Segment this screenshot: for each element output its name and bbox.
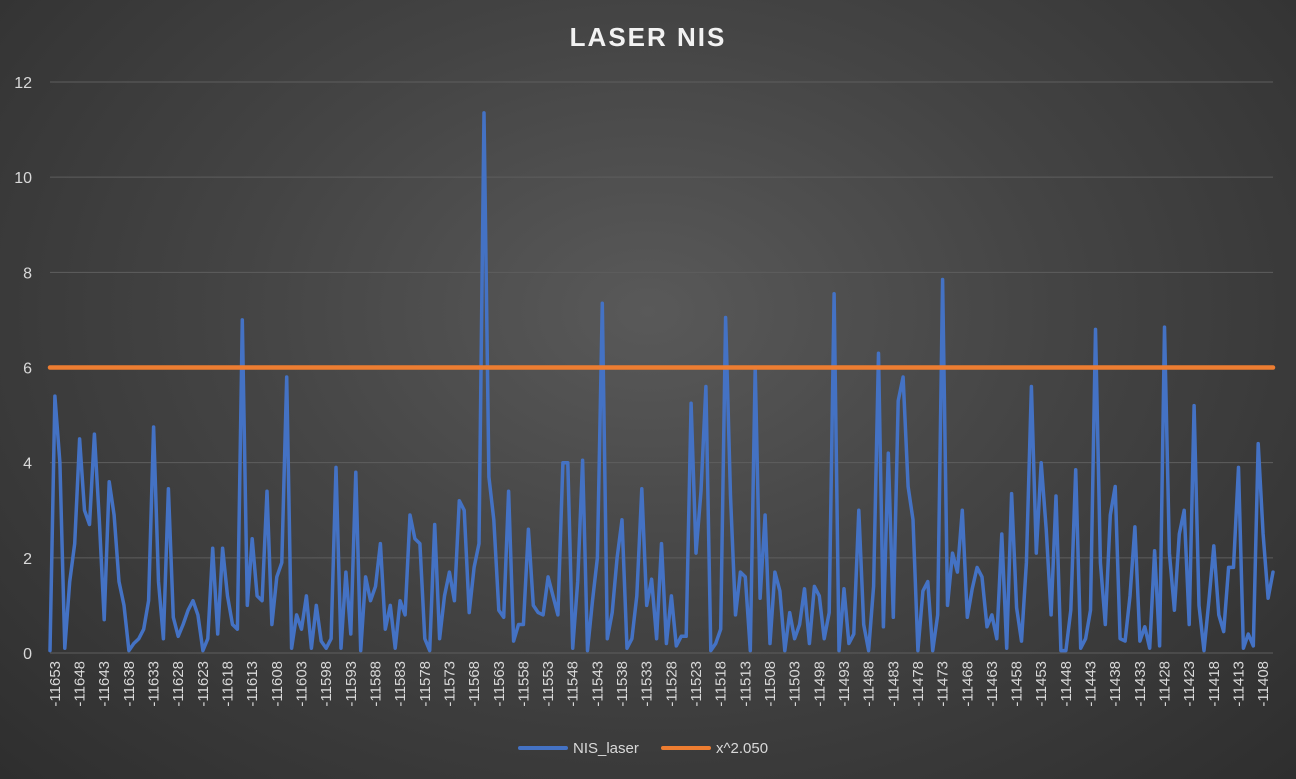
x-tick-label: -11513 xyxy=(737,661,754,707)
x-tick-label: -11578 xyxy=(417,661,434,707)
x-tick-label: -11423 xyxy=(1181,661,1198,707)
x-tick-label: -11473 xyxy=(935,661,952,707)
x-tick-label: -11648 xyxy=(72,661,89,707)
y-tick-label: 12 xyxy=(14,75,32,92)
x-tick-label: -11463 xyxy=(984,661,1001,707)
x-tick-label: -11488 xyxy=(861,661,878,707)
x-tick-label: -11438 xyxy=(1107,661,1124,707)
y-tick-label: 8 xyxy=(23,265,32,282)
x-tick-label: -11583 xyxy=(392,661,409,707)
x-tick-label: -11638 xyxy=(121,661,138,707)
x-tick-label: -11543 xyxy=(589,661,606,707)
x-tick-label: -11558 xyxy=(515,661,532,707)
chart-title: LASER NIS xyxy=(570,22,727,52)
x-tick-label: -11573 xyxy=(441,661,458,707)
y-tick-label: 6 xyxy=(23,361,32,378)
x-tick-label: -11633 xyxy=(146,661,163,707)
x-tick-label: -11533 xyxy=(639,661,656,707)
x-tick-label: -11553 xyxy=(540,661,557,707)
x-tick-label: -11493 xyxy=(836,661,853,707)
x-tick-label: -11483 xyxy=(885,661,902,707)
y-tick-label: 2 xyxy=(23,551,32,568)
x-tick-label: -11453 xyxy=(1033,661,1050,707)
x-tick-label: -11408 xyxy=(1255,661,1272,707)
x-tick-label: -11443 xyxy=(1083,661,1100,707)
x-tick-label: -11523 xyxy=(688,661,705,707)
x-tick-label: -11418 xyxy=(1206,661,1223,707)
x-tick-label: -11618 xyxy=(220,661,237,707)
y-tick-label: 0 xyxy=(23,646,32,663)
x-tick-label: -11458 xyxy=(1009,661,1026,707)
x-tick-label: -11518 xyxy=(713,661,730,707)
x-tick-label: -11468 xyxy=(959,661,976,707)
x-tick-label: -11413 xyxy=(1230,661,1247,707)
x-tick-label: -11478 xyxy=(910,661,927,707)
x-tick-label: -11448 xyxy=(1058,661,1075,707)
x-tick-label: -11643 xyxy=(96,661,113,707)
legend-label: NIS_laser xyxy=(573,740,639,757)
x-tick-label: -11563 xyxy=(491,661,508,707)
series-line-nis-laser xyxy=(48,111,1275,653)
x-tick-label: -11608 xyxy=(269,661,286,707)
x-tick-label: -11503 xyxy=(787,661,804,707)
x-axis-ticks: -11653 -11648 -11643 -11638 -11633 -11628 -116… xyxy=(47,661,1272,707)
x-tick-label: -11568 xyxy=(466,661,483,707)
series-lines xyxy=(47,111,1276,653)
legend-label: x^2.050 xyxy=(716,740,768,757)
x-tick-label: -11653 xyxy=(47,661,64,707)
x-tick-label: -11538 xyxy=(614,661,631,707)
x-tick-label: -11623 xyxy=(195,661,212,707)
y-tick-label: 10 xyxy=(14,170,32,187)
x-tick-label: -11628 xyxy=(170,661,187,707)
x-tick-label: -11548 xyxy=(565,661,582,707)
x-tick-label: -11528 xyxy=(663,661,680,707)
y-axis-ticks: 0 2 4 6 8 10 12 xyxy=(14,75,32,663)
x-tick-label: -11498 xyxy=(811,661,828,707)
x-tick-label: -11433 xyxy=(1132,661,1149,707)
x-tick-label: -11588 xyxy=(367,661,384,707)
x-tick-label: -11613 xyxy=(244,661,261,707)
x-tick-label: -11508 xyxy=(762,661,779,707)
legend: NIS_laser x^2.050 xyxy=(518,740,768,757)
x-tick-label: -11598 xyxy=(318,661,335,707)
x-tick-label: -11428 xyxy=(1157,661,1174,707)
y-tick-label: 4 xyxy=(23,456,32,473)
x-tick-label: -11603 xyxy=(294,661,311,707)
x-tick-label: -11593 xyxy=(343,661,360,707)
